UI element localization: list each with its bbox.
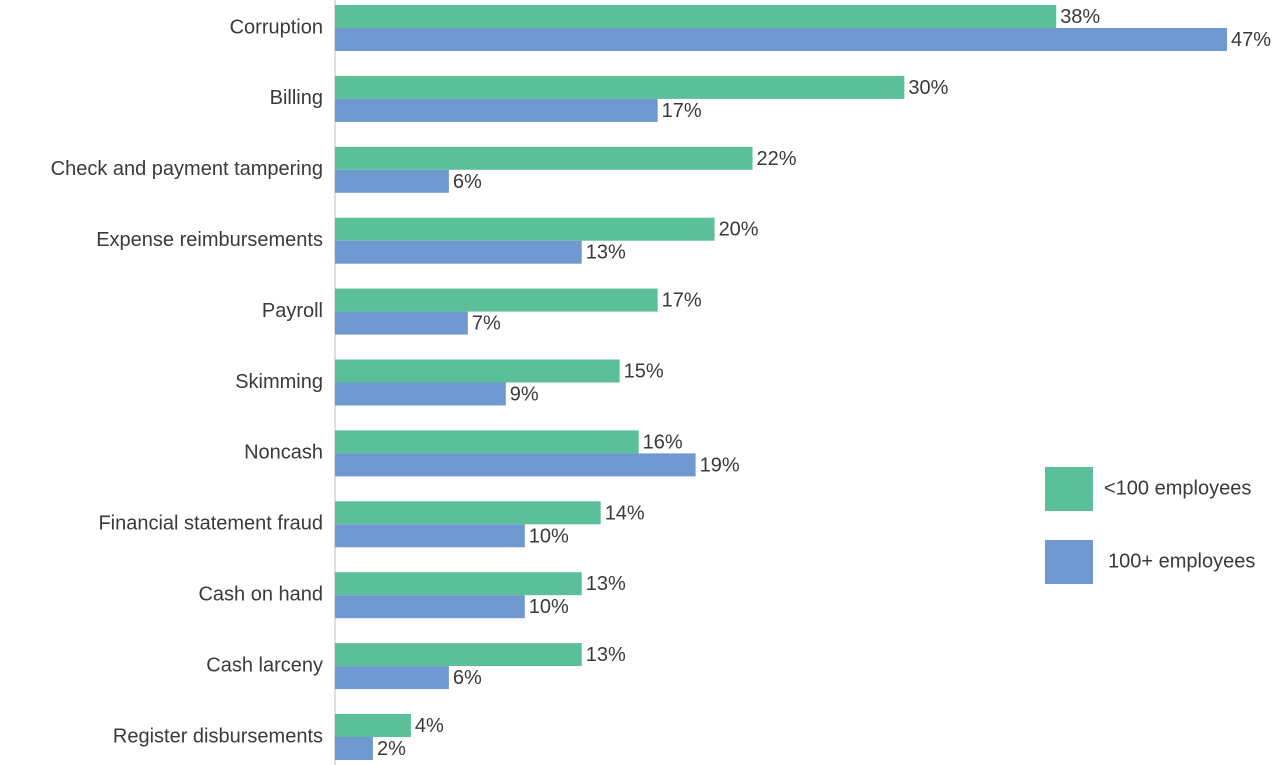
data-label-financial-statement-fraud-large-orgs: 10%: [529, 525, 569, 547]
bar-register-disbursements-large-orgs: [335, 737, 373, 760]
labels-layer: Corruption 38% 47% Billing 30% 17% Check and p…: [51, 6, 1272, 760]
category-label-cash-on-hand: Cash on hand: [198, 583, 323, 605]
bar-register-disbursements-small-orgs: [335, 714, 411, 737]
bar-noncash-small-orgs: [335, 430, 639, 453]
data-label-check-and-payment-tampering-small-orgs: 22%: [757, 148, 797, 170]
category-label-skimming: Skimming: [235, 371, 323, 393]
data-label-cash-on-hand-small-orgs: 13%: [586, 573, 626, 595]
data-label-skimming-small-orgs: 15%: [624, 361, 664, 383]
legend-label-small-orgs: <100 employees: [1104, 477, 1251, 499]
bar-cash-larceny-small-orgs: [335, 643, 582, 666]
legend: <100 employees 100+ employees: [1045, 467, 1255, 584]
bars-layer: [335, 5, 1227, 760]
data-label-noncash-small-orgs: 16%: [643, 431, 683, 453]
category-label-expense-reimbursements: Expense reimbursements: [96, 229, 323, 251]
data-label-register-disbursements-large-orgs: 2%: [377, 738, 406, 760]
data-label-expense-reimbursements-small-orgs: 20%: [719, 219, 759, 241]
bar-noncash-large-orgs: [335, 453, 696, 476]
data-label-noncash-large-orgs: 19%: [700, 454, 740, 476]
bar-check-and-payment-tampering-small-orgs: [335, 147, 753, 170]
data-label-check-and-payment-tampering-large-orgs: 6%: [453, 171, 482, 193]
data-label-financial-statement-fraud-small-orgs: 14%: [605, 502, 645, 524]
data-label-register-disbursements-small-orgs: 4%: [415, 715, 444, 737]
bar-check-and-payment-tampering-large-orgs: [335, 170, 449, 193]
bar-skimming-small-orgs: [335, 360, 620, 383]
bar-cash-larceny-large-orgs: [335, 666, 449, 689]
bar-expense-reimbursements-small-orgs: [335, 218, 715, 241]
data-label-skimming-large-orgs: 9%: [510, 384, 539, 406]
data-label-cash-on-hand-large-orgs: 10%: [529, 596, 569, 618]
bar-expense-reimbursements-large-orgs: [335, 241, 582, 264]
bar-corruption-small-orgs: [335, 5, 1056, 28]
category-label-cash-larceny: Cash larceny: [206, 654, 323, 676]
bar-payroll-small-orgs: [335, 289, 658, 312]
data-label-billing-small-orgs: 30%: [908, 77, 948, 99]
bar-payroll-large-orgs: [335, 312, 468, 335]
data-label-corruption-small-orgs: 38%: [1060, 6, 1100, 28]
category-label-register-disbursements: Register disbursements: [113, 725, 323, 747]
category-label-noncash: Noncash: [244, 442, 323, 464]
data-label-payroll-large-orgs: 7%: [472, 313, 501, 335]
bar-cash-on-hand-large-orgs: [335, 595, 525, 618]
legend-swatch-small-orgs: [1045, 467, 1093, 511]
category-label-check-and-payment-tampering: Check and payment tampering: [51, 158, 323, 180]
bar-cash-on-hand-small-orgs: [335, 572, 582, 595]
category-label-corruption: Corruption: [230, 16, 323, 38]
bar-billing-large-orgs: [335, 99, 658, 122]
data-label-cash-larceny-large-orgs: 6%: [453, 667, 482, 689]
category-label-financial-statement-fraud: Financial statement fraud: [98, 513, 323, 535]
data-label-cash-larceny-small-orgs: 13%: [586, 644, 626, 666]
bar-financial-statement-fraud-small-orgs: [335, 501, 601, 524]
legend-label-large-orgs: 100+ employees: [1108, 550, 1255, 572]
bar-billing-small-orgs: [335, 76, 904, 99]
bar-corruption-large-orgs: [335, 28, 1227, 51]
bar-financial-statement-fraud-large-orgs: [335, 524, 525, 547]
legend-swatch-large-orgs: [1045, 540, 1093, 584]
data-label-expense-reimbursements-large-orgs: 13%: [586, 242, 626, 264]
category-label-billing: Billing: [270, 87, 323, 109]
data-label-payroll-small-orgs: 17%: [662, 290, 702, 312]
category-label-payroll: Payroll: [262, 300, 323, 322]
data-label-billing-large-orgs: 17%: [662, 100, 702, 122]
bar-skimming-large-orgs: [335, 383, 506, 406]
data-label-corruption-large-orgs: 47%: [1231, 29, 1271, 51]
